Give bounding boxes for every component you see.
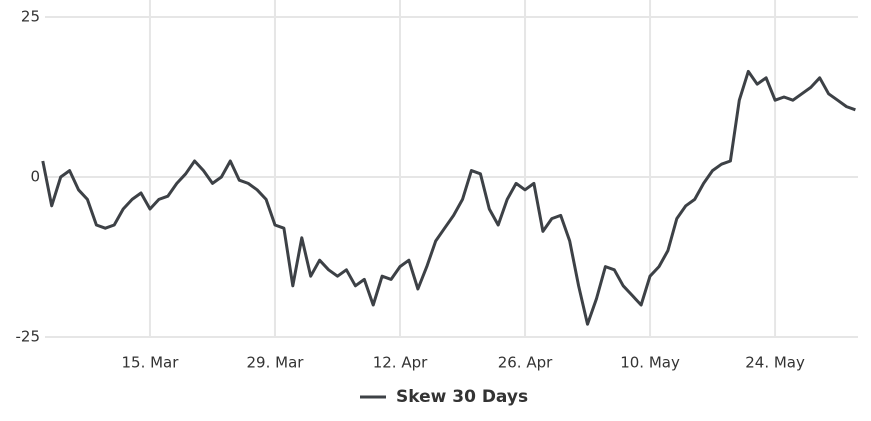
x-tick-label: 12. Apr xyxy=(373,354,428,372)
y-tick-label: -25 xyxy=(16,328,41,346)
x-tick-label: 26. Apr xyxy=(498,354,553,372)
series-line xyxy=(41,69,856,326)
x-tick-label: 15. Mar xyxy=(121,354,179,372)
x-tick-label: 29. Mar xyxy=(247,354,305,372)
x-tick-label: 24. May xyxy=(745,354,805,372)
y-tick-label: 0 xyxy=(30,168,40,186)
legend-label: Skew 30 Days xyxy=(396,387,528,407)
y-tick-label: 25 xyxy=(21,8,40,26)
x-tick-label: 10. May xyxy=(620,354,680,372)
